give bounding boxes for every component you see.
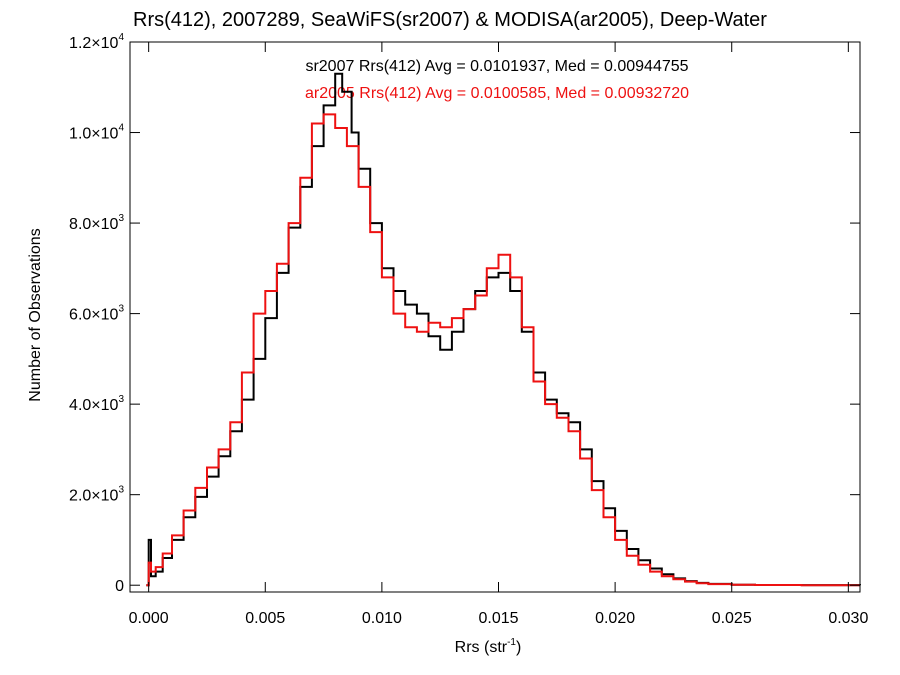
y-tick-mantissa: 1.2×10 [69,35,118,52]
x-tick-label: 0.025 [712,610,752,627]
y-tick-label: 1.2×104 [69,32,124,52]
y-tick-label: 2.0×103 [69,485,124,505]
y-tick-label: 4.0×103 [69,394,124,414]
y-tick-exponent: 3 [118,394,124,405]
x-axis-label-close: ) [516,639,521,656]
x-tick-label: 0.015 [478,610,518,627]
chart-title: Rrs(412), 2007289, SeaWiFS(sr2007) & MOD… [133,9,767,31]
y-tick-mantissa: 2.0×10 [69,488,118,505]
y-tick-mantissa: 0 [115,578,124,595]
y-tick-mantissa: 4.0×10 [69,397,118,414]
x-tick-label: 0.010 [362,610,402,627]
plot-frame [129,41,861,593]
y-tick-exponent: 3 [118,213,124,224]
series-line-2 [146,113,860,587]
y-tick-mantissa: 8.0×10 [69,216,118,233]
y-axis-label: Number of Observations [27,228,44,401]
y-tick-label: 6.0×103 [69,304,124,324]
y-tick-mantissa: 6.0×10 [69,307,118,324]
x-axis-label-main: Rrs (str [455,639,508,656]
x-axis-label-exponent: -1 [507,637,516,648]
y-tick-exponent: 3 [118,304,124,315]
y-tick-mantissa: 1.0×10 [69,126,118,143]
y-tick-label: 1.0×104 [69,123,124,143]
x-tick-label: 0.000 [129,610,169,627]
y-tick-label: 8.0×103 [69,213,124,233]
stats-annotation-1: sr2007 Rrs(412) Avg = 0.0101937, Med = 0… [305,58,688,75]
x-tick-label: 0.020 [595,610,635,627]
y-tick-exponent: 4 [118,123,124,134]
y-tick-exponent: 4 [118,32,124,43]
y-tick-exponent: 3 [118,485,124,496]
x-axis-label: Rrs (str-1) [455,637,522,656]
x-tick-label: 0.005 [245,610,285,627]
series-line-1 [146,72,861,587]
y-tick-label: 0 [115,578,124,595]
stats-annotation-2: ar2005 Rrs(412) Avg = 0.0100585, Med = 0… [305,85,689,102]
x-tick-label: 0.030 [828,610,868,627]
